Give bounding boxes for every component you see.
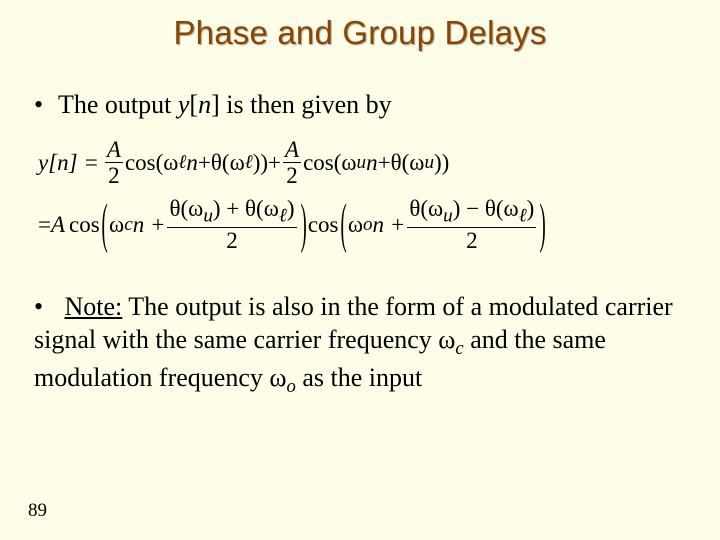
equation-block: y[n] = A 2 cos(ωℓn + θ(ωℓ)) + A 2 cos(ωu…: [38, 138, 692, 252]
sub-c-1: c: [124, 215, 133, 234]
eq-line-1: y[n] = A 2 cos(ωℓn + θ(ωℓ)) + A 2 cos(ωu…: [38, 138, 692, 187]
bullet-text-1: The output: [58, 90, 178, 119]
plus-1: +: [198, 151, 211, 174]
sub-u-1: u: [357, 153, 367, 172]
sub-l-1: ℓ: [178, 153, 186, 172]
omega-o-inline: ω: [269, 363, 286, 392]
frac-den-2: 2: [284, 163, 300, 187]
cos-4: cos: [308, 213, 339, 236]
bullet-dot: •: [34, 90, 58, 120]
plus-2: +: [378, 151, 391, 174]
close-1: )): [253, 151, 268, 174]
note-dot: •: [34, 290, 58, 323]
bullet-br2: ]: [211, 90, 226, 119]
bullet-note: • Note: The output is also in the form o…: [28, 290, 692, 400]
note-label: Note:: [65, 292, 123, 321]
bullet-text-2: is then given by: [226, 90, 391, 119]
th-sub-l: ℓ: [279, 206, 287, 227]
cos-2: cos(: [303, 151, 341, 174]
frac-theta-sum: θ(ωu) + θ(ωℓ) 2: [167, 197, 296, 252]
frac-A2-2: A 2: [283, 138, 301, 187]
bullet-nvar: n: [198, 90, 211, 119]
slide-title: Phase and Group Delays: [28, 14, 692, 52]
eq-line-2: = A cos ( ωcn + θ(ωu) + θ(ωℓ) 2 ) cos ( …: [38, 197, 692, 252]
bullet-br1: [: [189, 90, 198, 119]
th-sub-u: u: [203, 206, 213, 227]
frac-A2-1: A 2: [105, 138, 123, 187]
frac-num: A: [105, 138, 123, 162]
sub-u-2: u: [424, 153, 434, 172]
n-2: n: [366, 151, 378, 174]
td-sub-l: ℓ: [519, 206, 527, 227]
eq2-eq: =: [38, 213, 51, 236]
rparen-2: ): [539, 197, 547, 252]
omega-c-inline: ω: [438, 325, 455, 354]
cos-3: cos: [69, 213, 100, 236]
om-c: ω: [109, 213, 124, 236]
lparen-1: (: [100, 197, 108, 252]
plus-mid: +: [268, 151, 281, 174]
eq2-A: A: [51, 213, 65, 236]
n-3: n +: [133, 213, 166, 236]
bullet-output: •The output y[n] is then given by: [28, 90, 692, 120]
frac-theta-diff: θ(ωu) − θ(ωℓ) 2: [407, 197, 536, 252]
lparen-2: (: [339, 197, 347, 252]
theta-sum-den: 2: [224, 228, 240, 252]
td-b: ) − θ(ω: [453, 196, 519, 221]
frac-num-2: A: [283, 138, 301, 162]
th-b: ) + θ(ω: [213, 196, 279, 221]
theta-l-1: θ(ω: [211, 151, 245, 174]
theta-u-1: θ(ω: [391, 151, 425, 174]
n-1: n: [186, 151, 198, 174]
rparen-1: ): [299, 197, 307, 252]
sub-o-inline: o: [287, 376, 296, 397]
close-2: )): [434, 151, 449, 174]
om-l-1: ω: [163, 151, 178, 174]
theta-sum-num: θ(ωu) + θ(ωℓ): [167, 197, 296, 227]
td-a: θ(ω: [409, 196, 443, 221]
th-a: θ(ω: [169, 196, 203, 221]
theta-diff-den: 2: [464, 228, 480, 252]
td-close: ): [527, 196, 535, 221]
n-4: n +: [373, 213, 406, 236]
sub-o-1: o: [363, 215, 373, 234]
om-u-1: ω: [341, 151, 356, 174]
frac-den: 2: [106, 163, 122, 187]
note-text-3: as the input: [296, 363, 422, 392]
bullet-yvar: y: [178, 90, 190, 119]
td-sub-u: u: [443, 206, 453, 227]
theta-diff-num: θ(ωu) − θ(ωℓ): [407, 197, 536, 227]
th-close: ): [287, 196, 295, 221]
page-number: 89: [28, 500, 47, 522]
om-o: ω: [348, 213, 363, 236]
cos-1: cos(: [125, 151, 163, 174]
sub-l-2: ℓ: [245, 153, 253, 172]
eq-lhs: y[n] =: [38, 151, 99, 174]
note-body: Note: The output is also in the form of …: [34, 292, 673, 392]
sub-c-inline: c: [455, 338, 463, 359]
